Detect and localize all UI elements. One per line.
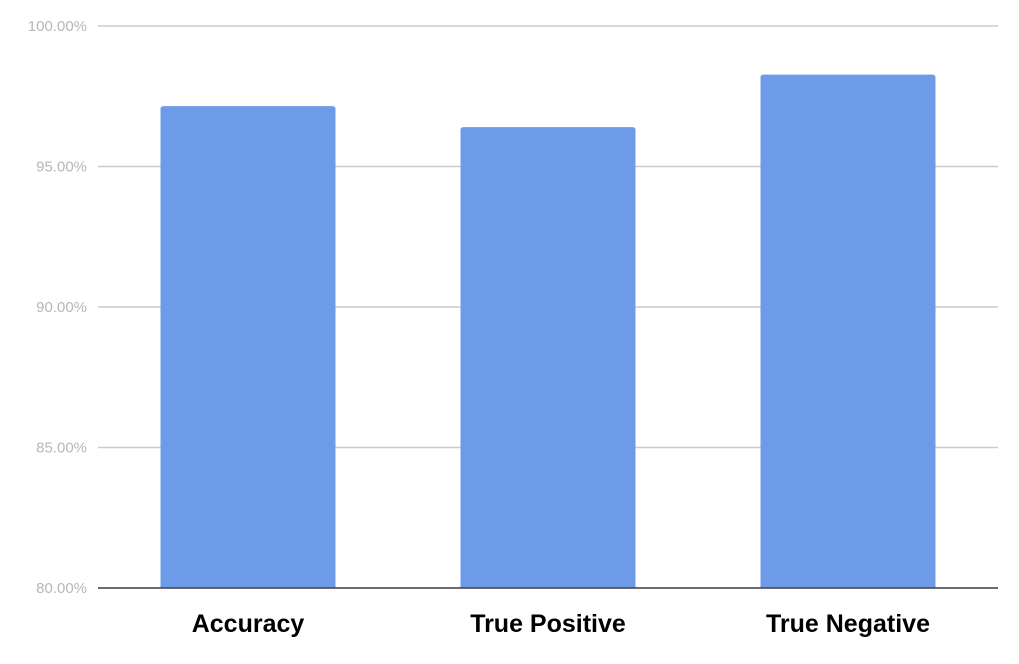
bar-layer [98,74,998,589]
x-axis-categories: Accuracy True Positive True Negative [192,610,930,638]
y-tick-label: 80.00% [36,580,87,597]
bar-accuracy [160,106,336,589]
y-tick-label: 95.00% [36,159,87,176]
y-axis-ticks: 80.00% 85.00% 90.00% 95.00% 100.00% [28,18,87,597]
x-category-label: True Positive [470,610,626,638]
y-tick-label: 100.00% [28,18,87,35]
bar-true-negative [760,74,936,589]
y-tick-label: 85.00% [36,440,87,457]
bar-true-positive [460,127,636,588]
x-category-label: Accuracy [192,610,305,638]
x-category-label: True Negative [766,610,930,638]
y-tick-label: 90.00% [36,299,87,316]
